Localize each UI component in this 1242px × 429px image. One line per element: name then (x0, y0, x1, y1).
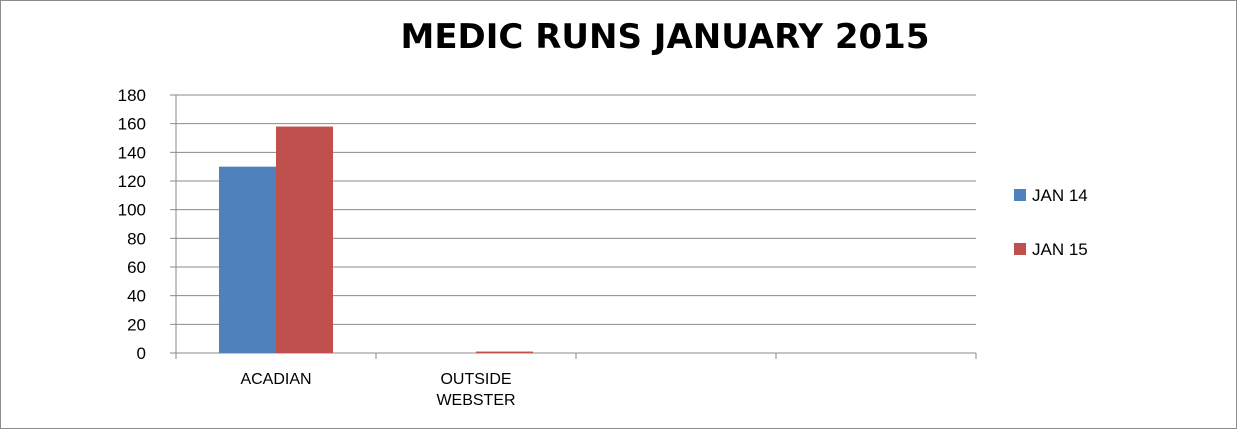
y-tick-label: 100 (118, 201, 146, 220)
y-tick-label: 80 (127, 229, 146, 248)
bar-jan-15-1 (276, 126, 333, 354)
y-tick-label: 160 (118, 115, 146, 134)
y-tick-label: 0 (137, 344, 146, 363)
x-category-label: ACADIAN (240, 371, 311, 388)
legend-swatch-jan-14 (1014, 189, 1026, 201)
legend-swatch-jan-15 (1014, 243, 1026, 255)
chart-title: MEDIC RUNS JANUARY 2015 (401, 17, 930, 57)
y-tick-label: 140 (118, 143, 146, 162)
legend: JAN 14 JAN 15 (1014, 186, 1088, 259)
x-category-label: WEBSTER (436, 392, 515, 409)
y-tick-label: 20 (127, 315, 146, 334)
bar-jan-15-2 (476, 351, 533, 354)
axis-labels: 0 20 40 60 80 100 120 140 160 180 ACADIAN OUTSIDE WE… (118, 86, 516, 409)
legend-label: JAN 14 (1032, 186, 1088, 205)
y-tick-label: 60 (127, 258, 146, 277)
y-tick-label: 40 (127, 287, 146, 306)
bar-jan-14-1 (219, 166, 276, 353)
y-tick-label: 120 (118, 172, 146, 191)
x-category-label: OUTSIDE (440, 371, 511, 388)
y-tick-label: 180 (118, 86, 146, 105)
bars (219, 126, 533, 354)
legend-label: JAN 15 (1032, 240, 1088, 259)
